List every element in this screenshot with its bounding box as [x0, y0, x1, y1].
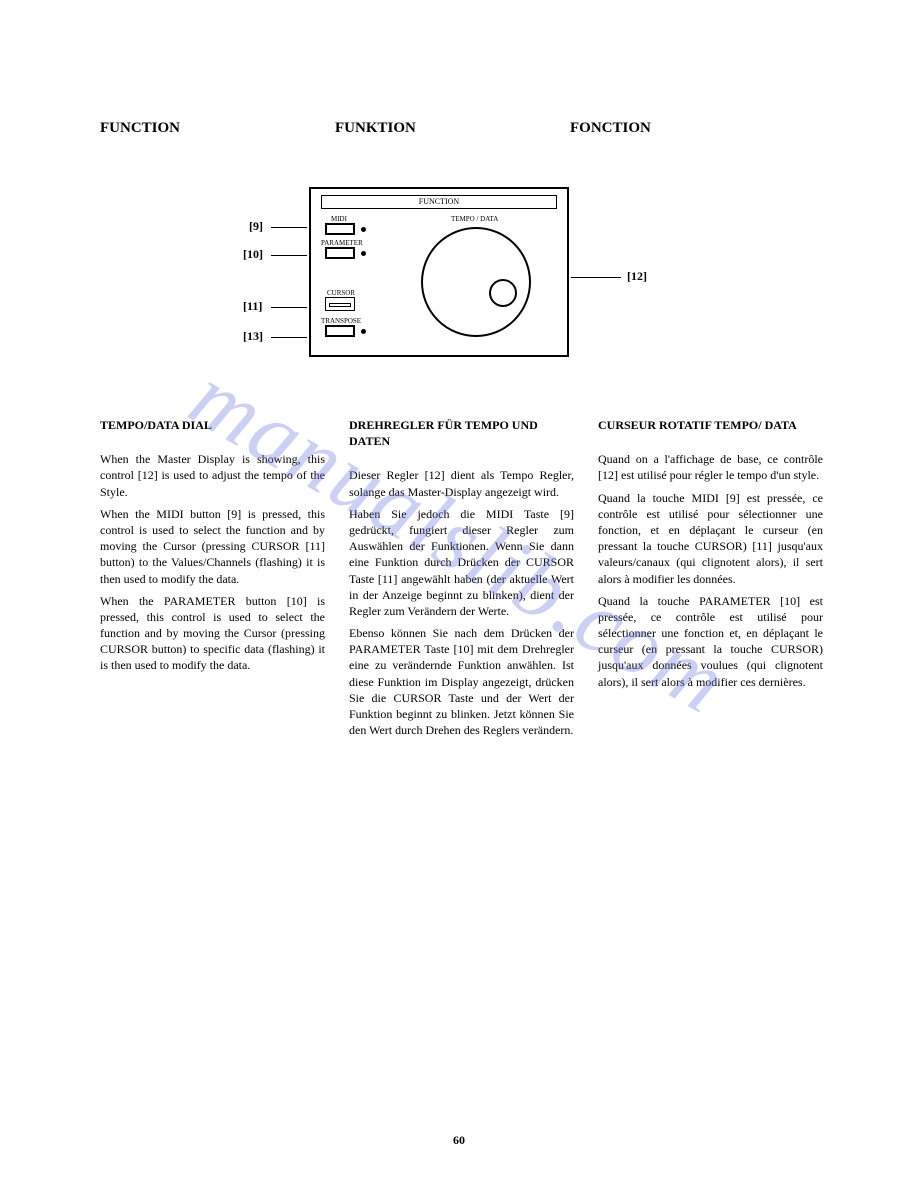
- header-en: FUNCTION: [100, 120, 335, 137]
- parameter-led: [361, 251, 366, 256]
- page: FUNCTION FUNKTION FONCTION [9] [10] [11]…: [0, 0, 918, 784]
- title-fr: CURSEUR ROTATIF TEMPO/ DATA: [598, 417, 823, 433]
- callout-12: [12]: [627, 269, 647, 284]
- callout-line-11: [271, 307, 307, 308]
- text-columns: TEMPO/DATA DIAL When the Master Display …: [100, 417, 858, 744]
- transpose-button[interactable]: [325, 325, 355, 337]
- fr-p1: Quand on a l'affichage de base, ce contr…: [598, 451, 823, 483]
- callout-line-13: [271, 337, 307, 338]
- label-cursor: CURSOR: [327, 289, 355, 297]
- title-de: DREHREGLER FÜR TEMPO UND DATEN: [349, 417, 574, 449]
- de-p2: Haben Sie jedoch die MIDI Taste [9] gedr…: [349, 506, 574, 619]
- en-p2: When the MIDI button [9] is pressed, thi…: [100, 506, 325, 587]
- header-fr: FONCTION: [570, 120, 805, 137]
- de-p3: Ebenso können Sie nach dem Drücken der P…: [349, 625, 574, 738]
- cursor-button[interactable]: [325, 297, 355, 311]
- title-en: TEMPO/DATA DIAL: [100, 417, 325, 433]
- label-midi: MIDI: [331, 215, 347, 223]
- callout-line-9: [271, 227, 307, 228]
- callout-line-10: [271, 255, 307, 256]
- col-en: TEMPO/DATA DIAL When the Master Display …: [100, 417, 325, 744]
- label-tempo-data: TEMPO / DATA: [451, 215, 498, 223]
- callout-13: [13]: [243, 329, 263, 344]
- cursor-inner: [329, 303, 351, 307]
- de-p1: Dieser Regler [12] dient als Tempo Regle…: [349, 467, 574, 499]
- panel-title: FUNCTION: [321, 195, 557, 209]
- panel-frame: FUNCTION MIDI PARAMETER CURSOR TRANSPOSE…: [309, 187, 569, 357]
- parameter-button[interactable]: [325, 247, 355, 259]
- callout-10: [10]: [243, 247, 263, 262]
- header-de: FUNKTION: [335, 120, 570, 137]
- callout-9: [9]: [249, 219, 263, 234]
- en-p1: When the Master Display is showing, this…: [100, 451, 325, 500]
- en-p3: When the PARAMETER button [10] is presse…: [100, 593, 325, 674]
- label-parameter: PARAMETER: [321, 239, 363, 247]
- page-number: 60: [453, 1133, 465, 1148]
- headers-row: FUNCTION FUNKTION FONCTION: [100, 120, 858, 137]
- callout-line-12: [571, 277, 621, 278]
- label-transpose: TRANSPOSE: [321, 317, 361, 325]
- callout-11: [11]: [243, 299, 262, 314]
- fr-p3: Quand la touche PARAMETER [10] est press…: [598, 593, 823, 690]
- midi-button[interactable]: [325, 223, 355, 235]
- midi-led: [361, 227, 366, 232]
- col-fr: CURSEUR ROTATIF TEMPO/ DATA Quand on a l…: [598, 417, 823, 744]
- fr-p2: Quand la touche MIDI [9] est pressée, ce…: [598, 490, 823, 587]
- col-de: DREHREGLER FÜR TEMPO UND DATEN Dieser Re…: [349, 417, 574, 744]
- transpose-led: [361, 329, 366, 334]
- function-panel-diagram: [9] [10] [11] [13] [12] FUNCTION MIDI PA…: [249, 187, 709, 377]
- tempo-data-dial[interactable]: [421, 227, 531, 337]
- dial-indent: [489, 279, 517, 307]
